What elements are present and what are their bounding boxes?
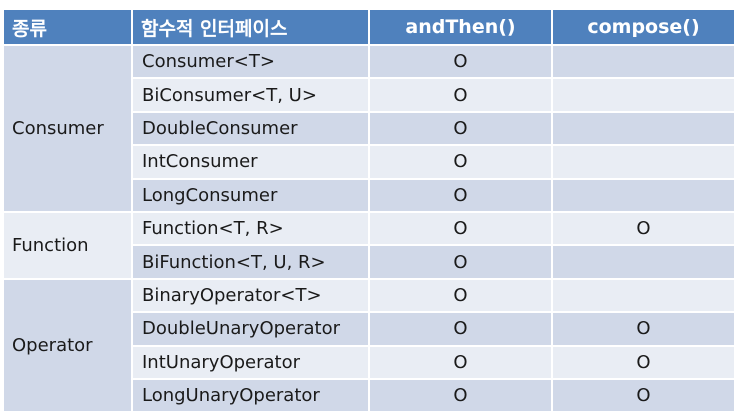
table-body: Consumer Consumer<T> O BiConsumer<T, U> O Dou… bbox=[2, 43, 736, 413]
table-row: DoubleConsumer O bbox=[3, 110, 736, 147]
and-then-cell: O bbox=[368, 110, 553, 147]
header-compose: compose() bbox=[551, 8, 736, 46]
and-then-cell: O bbox=[368, 210, 553, 247]
interface-cell: BinaryOperator<T> bbox=[131, 277, 370, 314]
interface-cell: BiConsumer<T, U> bbox=[131, 77, 370, 113]
compose-cell bbox=[551, 77, 736, 113]
compose-cell bbox=[551, 244, 736, 280]
kind-cell: Operator bbox=[2, 277, 133, 413]
table-row: Operator BinaryOperator<T> O bbox=[2, 277, 736, 413]
interface-cell: LongUnaryOperator bbox=[131, 377, 370, 413]
and-then-cell: O bbox=[368, 177, 553, 213]
header-interface: 함수적 인터페이스 bbox=[131, 8, 370, 46]
table-row: Consumer Consumer<T> O bbox=[2, 43, 736, 213]
compose-cell: O bbox=[551, 210, 736, 247]
compose-cell: O bbox=[551, 344, 736, 380]
and-then-cell: O bbox=[368, 311, 553, 347]
interface-cell: Consumer<T> bbox=[131, 43, 370, 80]
table-row: BiConsumer<T, U> O bbox=[3, 77, 736, 113]
header-kind: 종류 bbox=[2, 8, 133, 46]
and-then-cell: O bbox=[368, 277, 553, 314]
table-header-row: 종류 함수적 인터페이스 andThen() compose() bbox=[2, 8, 736, 46]
interface-cell: IntUnaryOperator bbox=[131, 344, 370, 380]
compose-cell bbox=[551, 277, 736, 314]
compose-cell bbox=[551, 177, 736, 213]
table-row: IntConsumer O bbox=[3, 144, 736, 180]
and-then-cell: O bbox=[368, 244, 553, 280]
and-then-cell: O bbox=[368, 344, 553, 380]
kind-cell: Function bbox=[2, 210, 133, 280]
interface-cell: DoubleUnaryOperator bbox=[131, 311, 370, 347]
and-then-cell: O bbox=[368, 43, 553, 80]
compose-cell: O bbox=[551, 377, 736, 413]
and-then-cell: O bbox=[368, 77, 553, 113]
table-row: DoubleUnaryOperator O O bbox=[3, 311, 736, 347]
table-row: BiFunction<T, U, R> O bbox=[3, 244, 736, 280]
compose-cell: O bbox=[551, 311, 736, 347]
functional-interface-table: 종류 함수적 인터페이스 andThen() compose() Consume… bbox=[2, 8, 736, 413]
kind-cell: Consumer bbox=[2, 44, 133, 213]
interface-cell: Function<T, R> bbox=[131, 210, 370, 247]
compose-cell bbox=[551, 144, 736, 180]
table-row: LongConsumer O bbox=[3, 177, 736, 213]
compose-cell bbox=[551, 43, 736, 80]
header-and-then: andThen() bbox=[368, 8, 553, 46]
compose-cell bbox=[551, 110, 736, 147]
interface-cell: BiFunction<T, U, R> bbox=[131, 244, 370, 280]
and-then-cell: O bbox=[368, 377, 553, 413]
table-row: IntUnaryOperator O O bbox=[3, 344, 736, 380]
table-row: Function Function<T, R> O O bbox=[2, 210, 736, 280]
table-row: LongUnaryOperator O O bbox=[3, 377, 736, 413]
and-then-cell: O bbox=[368, 144, 553, 180]
interface-cell: LongConsumer bbox=[131, 177, 370, 213]
interface-cell: IntConsumer bbox=[131, 144, 370, 180]
interface-cell: DoubleConsumer bbox=[131, 110, 370, 147]
